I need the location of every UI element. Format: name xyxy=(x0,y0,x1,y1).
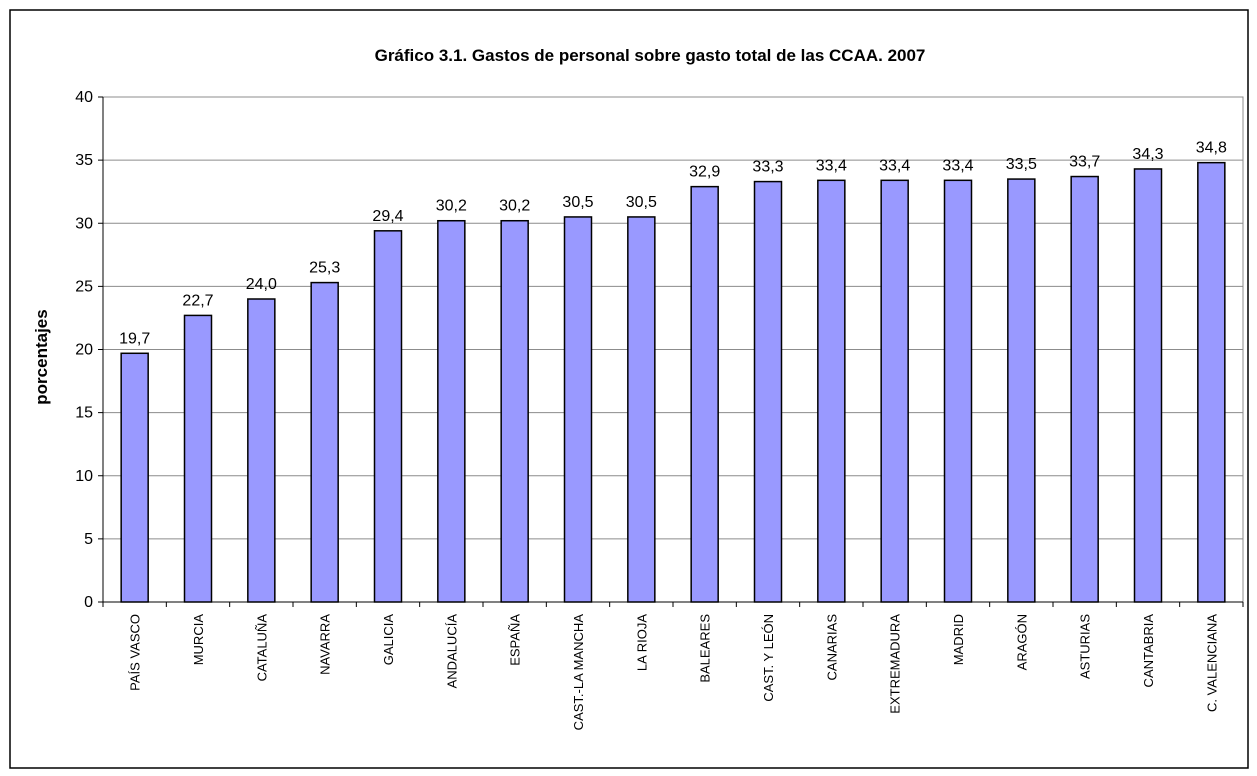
x-tick-label: MURCIA xyxy=(191,614,206,666)
x-tick-label: BALEARES xyxy=(698,614,713,683)
value-label: 22,7 xyxy=(182,292,213,309)
value-label: 19,7 xyxy=(119,330,150,347)
value-label: 33,4 xyxy=(816,157,847,174)
x-tick-label: CAST. Y LEÓN xyxy=(761,614,776,702)
bar xyxy=(247,298,276,603)
x-tick-label: NAVARRA xyxy=(318,614,333,675)
value-label: 30,5 xyxy=(626,194,657,211)
x-tick-label: CATALUÑA xyxy=(254,614,269,682)
y-axis-label: porcentajes xyxy=(32,309,51,404)
x-tick-label: EXTREMADURA xyxy=(888,614,903,714)
x-tick-label: CANARIAS xyxy=(824,614,839,681)
bar xyxy=(1133,168,1163,603)
bar xyxy=(183,314,213,603)
y-tick-label: 25 xyxy=(75,278,93,295)
bar xyxy=(373,230,403,603)
x-tick-label: C. VALENCIANA xyxy=(1204,614,1219,712)
y-tick-label: 10 xyxy=(75,468,93,485)
x-tick-label: ESPAÑA xyxy=(508,614,523,666)
x-tick-label: MADRID xyxy=(951,614,966,665)
x-tick-label: PAÍS VASCO xyxy=(128,614,143,691)
y-tick-label: 0 xyxy=(84,594,93,611)
value-label: 32,9 xyxy=(689,164,720,181)
bar xyxy=(1197,161,1226,603)
bar xyxy=(120,352,149,603)
x-tick-label: CAST.-LA MANCHA xyxy=(571,614,586,731)
bar xyxy=(500,219,529,603)
bar xyxy=(1007,178,1036,603)
value-label: 33,4 xyxy=(879,157,910,174)
y-tick-label: 35 xyxy=(75,152,93,169)
x-tick-label: ASTURIAS xyxy=(1078,614,1093,679)
chart-title: Gráfico 3.1. Gastos de personal sobre ga… xyxy=(375,46,926,65)
bar xyxy=(817,179,846,603)
bar xyxy=(753,180,783,603)
value-label: 30,5 xyxy=(562,194,593,211)
value-label: 33,5 xyxy=(1006,156,1037,173)
y-tick-label: 20 xyxy=(75,342,93,359)
value-label: 34,8 xyxy=(1196,140,1227,157)
y-tick-label: 15 xyxy=(75,405,93,422)
value-label: 29,4 xyxy=(372,208,403,225)
value-label: 34,3 xyxy=(1132,146,1163,163)
bar xyxy=(943,179,973,603)
value-label: 30,2 xyxy=(499,198,530,215)
bar xyxy=(1070,175,1099,603)
bar xyxy=(563,216,593,603)
value-label: 33,3 xyxy=(752,159,783,176)
bar xyxy=(437,219,466,603)
y-tick-label: 5 xyxy=(84,531,93,548)
bar xyxy=(310,281,339,603)
x-tick-label: CANTABRIA xyxy=(1141,614,1156,688)
y-tick-label: 40 xyxy=(75,89,93,106)
x-tick-label: LA RIOJA xyxy=(634,614,649,671)
value-label: 24,0 xyxy=(246,276,277,293)
bar xyxy=(880,179,909,603)
x-tick-label: ANDALUCÍA xyxy=(444,614,459,689)
y-tick-label: 30 xyxy=(75,215,93,232)
value-label: 33,7 xyxy=(1069,154,1100,171)
x-tick-label: ARAGÓN xyxy=(1014,614,1029,670)
value-label: 25,3 xyxy=(309,260,340,277)
value-label: 33,4 xyxy=(942,157,973,174)
x-tick-label: GALICIA xyxy=(381,614,396,666)
bar xyxy=(690,185,719,603)
value-label: 30,2 xyxy=(436,198,467,215)
bar xyxy=(627,216,656,603)
